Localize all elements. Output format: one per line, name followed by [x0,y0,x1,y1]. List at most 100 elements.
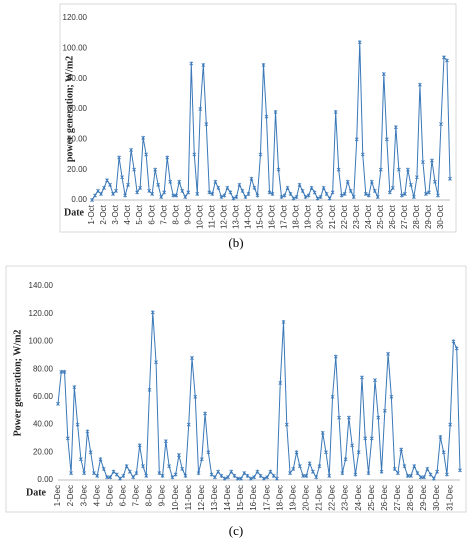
marker [120,175,124,180]
marker [307,461,312,466]
marker [336,167,341,172]
x-tick-label: 13-Oct [232,204,241,229]
caption: (c) [229,523,243,538]
marker [160,473,165,478]
x-tick-label: 12-Oct [219,204,228,229]
marker [288,191,293,196]
marker [232,473,237,478]
marker [93,193,97,198]
marker [445,472,449,477]
marker [337,415,341,420]
marker [209,472,214,477]
marker [376,415,381,420]
marker [353,472,358,477]
marker [59,369,64,374]
x-tick-label: 1-Dec [53,485,62,506]
x-tick-label: 21-Dec [315,485,324,511]
x-tick-label: 23-Oct [352,204,361,229]
marker [454,346,459,351]
x-tick-label: 30-Dec [432,485,441,511]
marker [78,457,83,462]
x-tick-label: 22-Dec [328,485,337,511]
marker [219,194,224,199]
marker [402,464,407,469]
marker [430,158,434,163]
marker [216,185,221,190]
x-tick-label: 9-Dec [158,485,167,506]
x-tick-label: 10-Oct [195,204,204,229]
marker [273,110,278,115]
marker [270,191,275,196]
marker [180,466,185,471]
marker [282,193,287,198]
marker [405,167,410,172]
x-tick-label: 20-Dec [301,485,310,511]
marker [297,464,302,469]
marker [324,191,329,196]
marker [102,185,106,190]
marker [356,450,361,455]
marker [327,473,332,478]
marker [384,137,389,142]
x-tick-label: 11-Oct [207,204,216,228]
x-tick-label: 21-Oct [328,204,337,229]
marker [312,190,317,195]
marker [363,191,368,196]
x-tick-label: 5-Dec [105,485,114,506]
marker [222,476,227,481]
marker [239,476,243,481]
marker [204,122,209,127]
marker [255,469,260,474]
marker [294,194,299,199]
marker [165,155,170,160]
marker [96,188,100,193]
marker [141,135,146,140]
marker [405,473,410,478]
marker [177,453,181,458]
y-tick-label: 100.00 [29,337,54,346]
marker [62,369,67,374]
marker [108,182,112,187]
x-tick-label: 25-Dec [367,485,376,511]
marker [183,473,188,478]
marker [311,469,315,474]
marker [183,194,188,199]
marker [213,179,218,184]
marker [180,188,185,193]
marker [144,473,149,478]
marker [275,476,279,481]
marker [195,191,200,196]
marker [351,194,356,199]
marker [448,176,452,181]
marker [389,394,394,399]
marker [291,466,296,471]
x-tick-label: 29-Oct [424,204,433,229]
marker [206,450,211,455]
marker [114,472,119,477]
marker [82,471,87,476]
marker [418,82,422,87]
marker [369,436,374,441]
marker [297,182,302,187]
marker [372,188,377,193]
marker [226,475,230,480]
marker [65,436,70,441]
marker [108,475,113,480]
marker [357,40,362,45]
x-tick-label: 18-Oct [292,204,301,229]
marker [159,194,164,199]
x-tick-label: 27-Oct [400,204,409,229]
marker [399,447,404,452]
marker [262,476,266,481]
x-tick-label: 28-Oct [412,204,421,229]
y-tick-label: 80.00 [67,74,88,83]
marker [448,422,453,427]
marker [153,167,158,172]
marker [129,147,133,152]
marker [69,471,73,476]
x-tick-label: 7-Oct [159,204,168,224]
marker [278,381,283,385]
x-tick-label: 7-Dec [132,485,141,506]
marker [421,160,425,165]
